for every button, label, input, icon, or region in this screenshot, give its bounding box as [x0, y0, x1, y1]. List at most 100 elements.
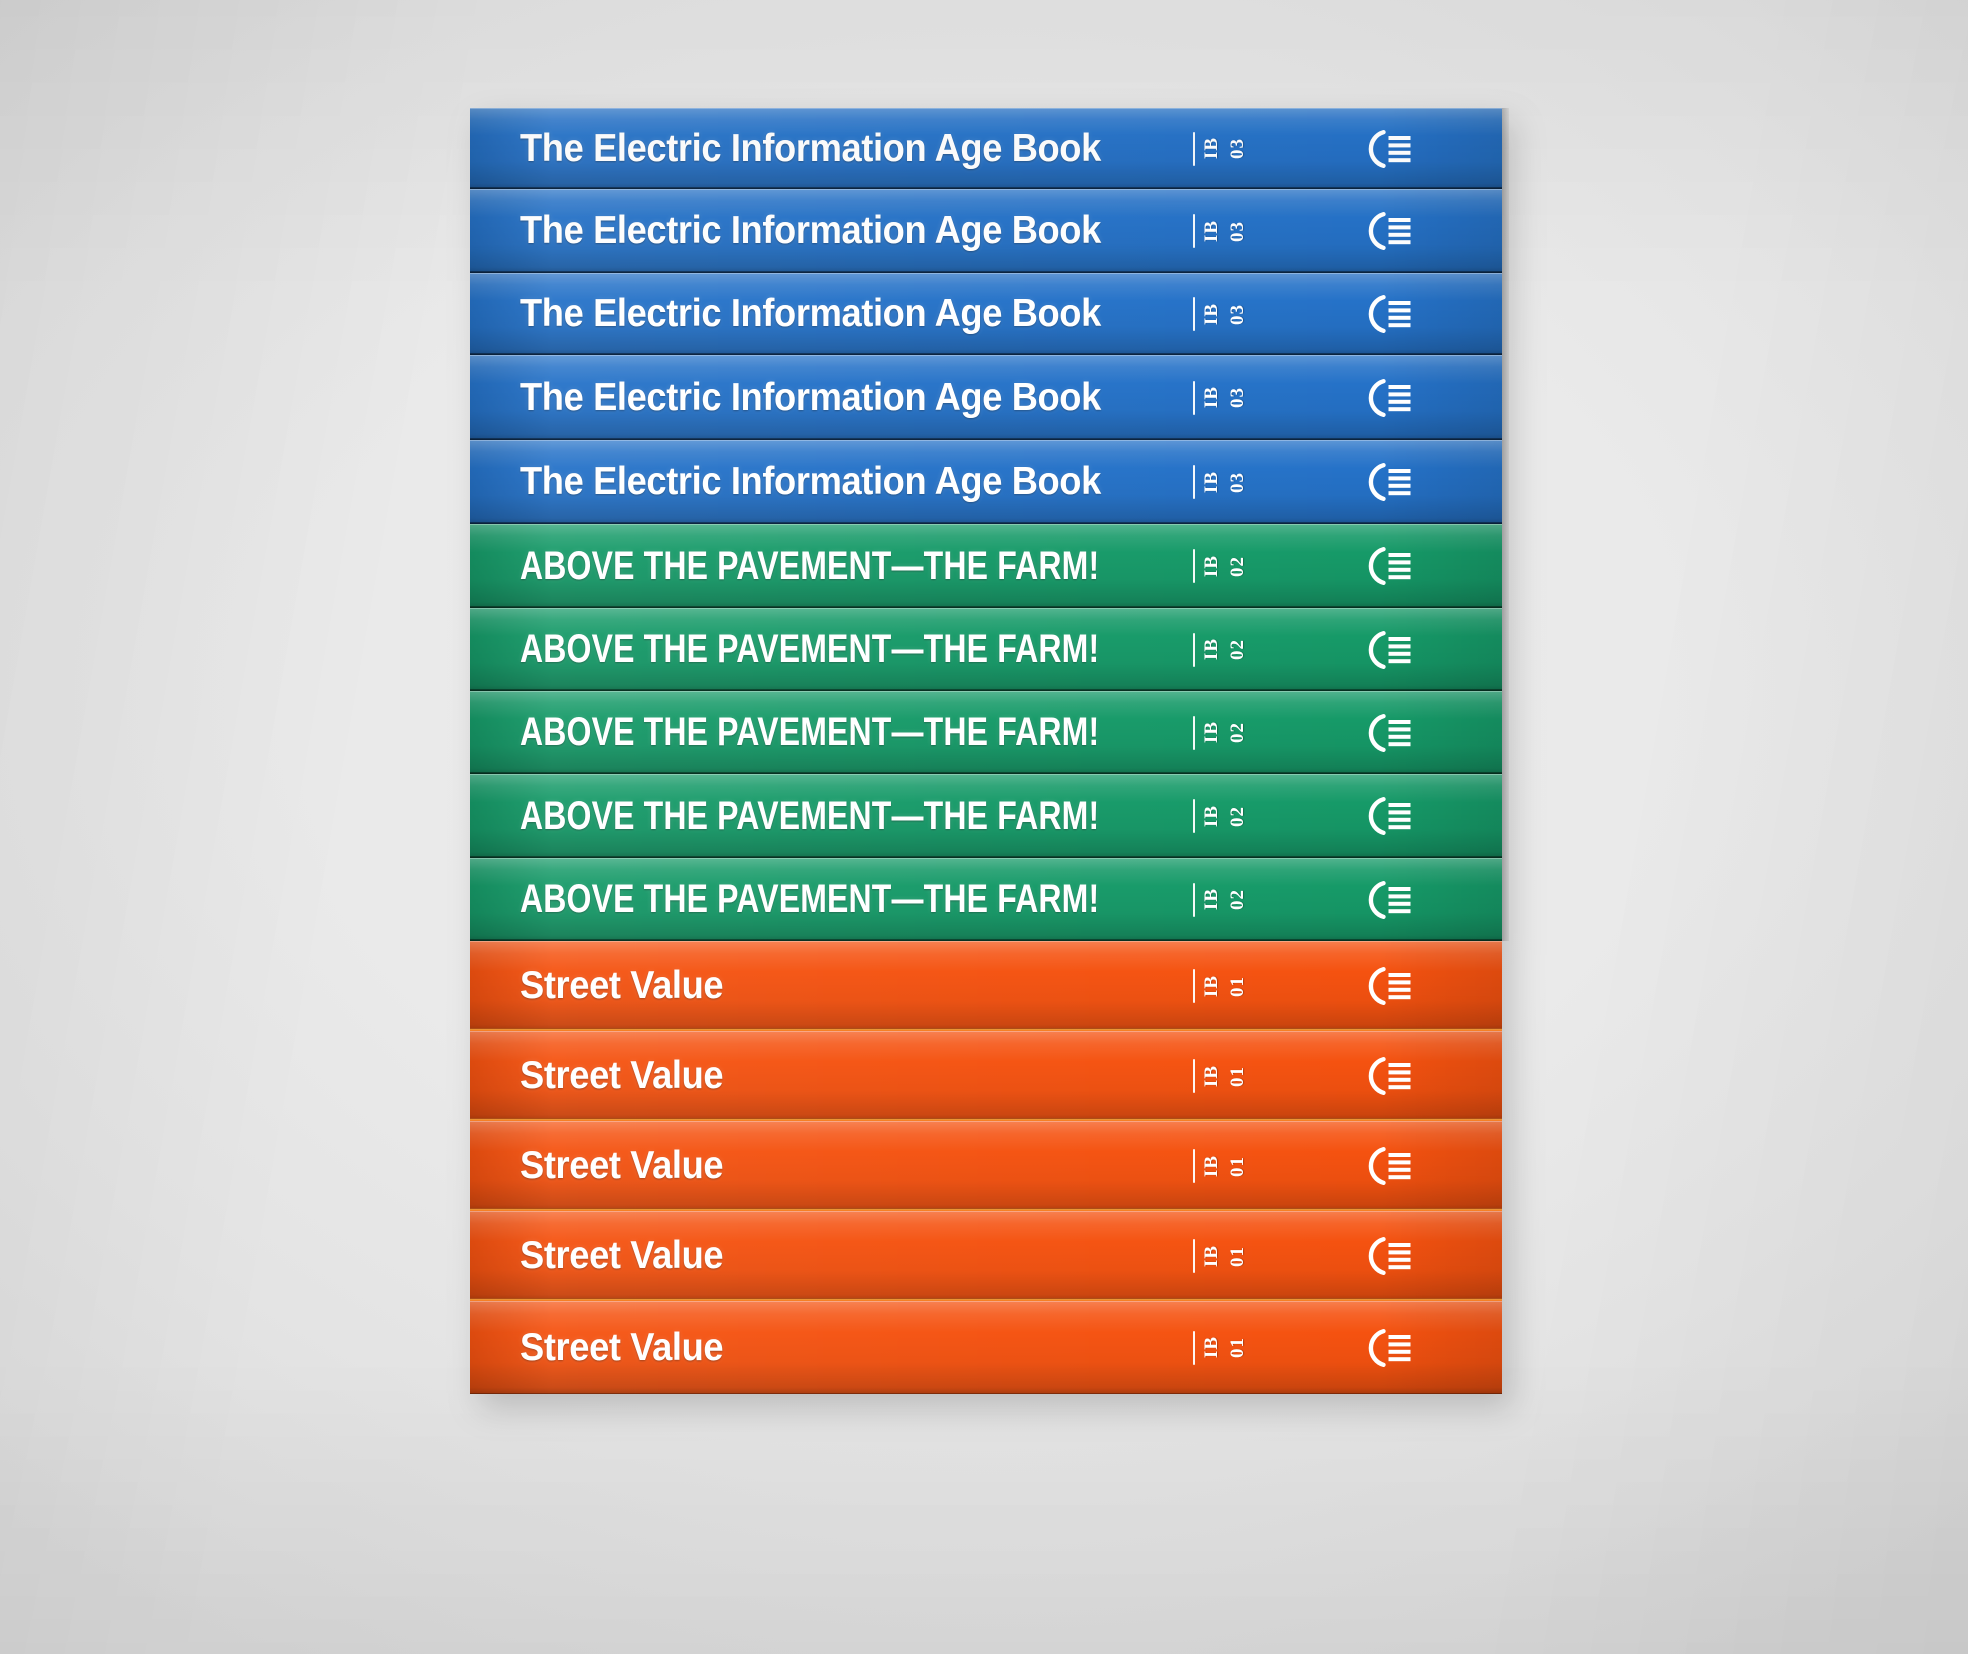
- series-code: IB 03: [1193, 208, 1248, 254]
- series-code: IB 02: [1193, 627, 1248, 673]
- code-prefix: IB: [1201, 974, 1222, 998]
- crescent-bars-logo-icon: [1363, 543, 1415, 589]
- spine-face: The Electric Information Age Book IB 03: [470, 353, 1509, 440]
- code-number: 01: [1227, 1337, 1248, 1358]
- code-prefix: IB: [1201, 386, 1222, 409]
- series-code: IB 02: [1193, 877, 1248, 923]
- code-prefix: IB: [1201, 219, 1222, 243]
- spine-face: ABOVE THE PAVEMENT—THE FARM! IB 02: [470, 522, 1509, 608]
- crescent-bars-logo-icon: [1363, 459, 1415, 505]
- page-block-edge: [1502, 858, 1509, 941]
- code-rule-icon: [1193, 882, 1195, 917]
- page-block-edge: [1502, 608, 1509, 691]
- book-title: Street Value: [520, 1144, 724, 1187]
- crescent-bars-logo-icon: [1363, 963, 1415, 1009]
- crescent-bars-logo-icon: [1363, 1325, 1415, 1371]
- book-stack: The Electric Information Age Book IB 03 Th…: [470, 108, 1509, 1544]
- book-spine: ABOVE THE PAVEMENT—THE FARM! IB 02: [470, 606, 1509, 691]
- book-title: ABOVE THE PAVEMENT—THE FARM!: [520, 793, 1100, 838]
- crescent-bars-logo-icon: [1363, 793, 1415, 839]
- code-prefix: IB: [1201, 888, 1222, 911]
- page-block-edge: [1502, 108, 1509, 189]
- code-rule-icon: [1193, 1239, 1195, 1273]
- page-block-edge: [1502, 691, 1509, 774]
- book-spine: ABOVE THE PAVEMENT—THE FARM! IB 02: [470, 856, 1509, 941]
- code-number: 01: [1227, 1155, 1248, 1177]
- crescent-bars-logo-icon: [1363, 375, 1415, 421]
- book-title: Street Value: [520, 1234, 724, 1277]
- book-title: Street Value: [520, 1054, 724, 1097]
- book-title: ABOVE THE PAVEMENT—THE FARM!: [520, 877, 1100, 921]
- crescent-bars-logo-icon: [1363, 208, 1415, 254]
- crescent-bars-logo-icon: [1363, 1053, 1415, 1099]
- code-rule-icon: [1193, 380, 1195, 415]
- code-number: 02: [1227, 889, 1248, 910]
- book-spine: Street Value IB 01: [470, 1118, 1502, 1211]
- crescent-bars-logo-icon: [1363, 877, 1415, 923]
- code-rule-icon: [1193, 465, 1195, 499]
- series-code: IB 03: [1193, 126, 1248, 172]
- code-rule-icon: [1193, 1330, 1195, 1365]
- book-spine: The Electric Information Age Book IB 03: [470, 271, 1509, 355]
- spine-face: The Electric Information Age Book IB 03: [470, 438, 1509, 524]
- book-title: The Electric Information Age Book: [520, 292, 1101, 335]
- code-number: 02: [1227, 639, 1248, 660]
- page-block-edge: [1502, 273, 1509, 355]
- book-spine: The Electric Information Age Book IB 03: [470, 187, 1509, 273]
- code-prefix: IB: [1201, 302, 1222, 326]
- series-code: IB 02: [1193, 710, 1248, 756]
- book-title: The Electric Information Age Book: [520, 460, 1101, 503]
- series-code: IB 01: [1193, 1143, 1248, 1189]
- code-rule-icon: [1193, 1059, 1195, 1093]
- crescent-bars-logo-icon: [1363, 710, 1415, 756]
- book-title: ABOVE THE PAVEMENT—THE FARM!: [520, 710, 1100, 754]
- spine-face: Street Value IB 01: [470, 1298, 1502, 1394]
- book-spine: ABOVE THE PAVEMENT—THE FARM! IB 02: [470, 522, 1509, 608]
- series-code: IB 02: [1193, 793, 1248, 839]
- code-prefix: IB: [1201, 721, 1222, 744]
- code-number: 01: [1227, 1245, 1248, 1267]
- book-title: ABOVE THE PAVEMENT—THE FARM!: [520, 627, 1100, 671]
- code-prefix: IB: [1201, 470, 1222, 494]
- page-block-edge: [1502, 774, 1509, 858]
- code-rule-icon: [1193, 297, 1195, 331]
- code-rule-icon: [1193, 632, 1195, 667]
- book-title: Street Value: [520, 964, 724, 1007]
- page-block-edge: [1502, 189, 1509, 273]
- book-title: Street Value: [520, 1325, 724, 1369]
- book-spine: The Electric Information Age Book IB 03: [470, 353, 1509, 440]
- code-number: 03: [1227, 138, 1248, 159]
- page-block-edge: [1502, 355, 1509, 440]
- book-spine: The Electric Information Age Book IB 03: [470, 108, 1509, 189]
- spine-face: Street Value IB 01: [470, 1208, 1502, 1301]
- page-block-edge: [1502, 524, 1509, 608]
- code-rule-icon: [1193, 549, 1195, 583]
- series-code: IB 01: [1193, 963, 1248, 1009]
- code-number: 03: [1227, 471, 1248, 493]
- code-rule-icon: [1193, 214, 1195, 248]
- crescent-bars-logo-icon: [1363, 1143, 1415, 1189]
- code-number: 03: [1227, 303, 1248, 325]
- crescent-bars-logo-icon: [1363, 1233, 1415, 1279]
- code-rule-icon: [1193, 1149, 1195, 1183]
- code-rule-icon: [1193, 969, 1195, 1003]
- book-spine: Street Value IB 01: [470, 1298, 1502, 1394]
- code-prefix: IB: [1201, 1336, 1222, 1359]
- book-spine: Street Value IB 01: [470, 1028, 1502, 1121]
- crescent-bars-logo-icon: [1363, 627, 1415, 673]
- code-number: 03: [1227, 387, 1248, 408]
- code-prefix: IB: [1201, 804, 1222, 828]
- code-number: 01: [1227, 1065, 1248, 1087]
- book-title: The Electric Information Age Book: [520, 375, 1101, 419]
- book-spine: ABOVE THE PAVEMENT—THE FARM! IB 02: [470, 689, 1509, 774]
- series-code: IB 02: [1193, 543, 1248, 589]
- code-prefix: IB: [1201, 1244, 1222, 1268]
- series-code: IB 03: [1193, 375, 1248, 421]
- series-code: IB 03: [1193, 291, 1248, 337]
- code-prefix: IB: [1201, 137, 1222, 160]
- spine-face: ABOVE THE PAVEMENT—THE FARM! IB 02: [470, 689, 1509, 774]
- book-spine: Street Value IB 01: [470, 1208, 1502, 1301]
- series-code: IB 01: [1193, 1233, 1248, 1279]
- code-rule-icon: [1193, 799, 1195, 833]
